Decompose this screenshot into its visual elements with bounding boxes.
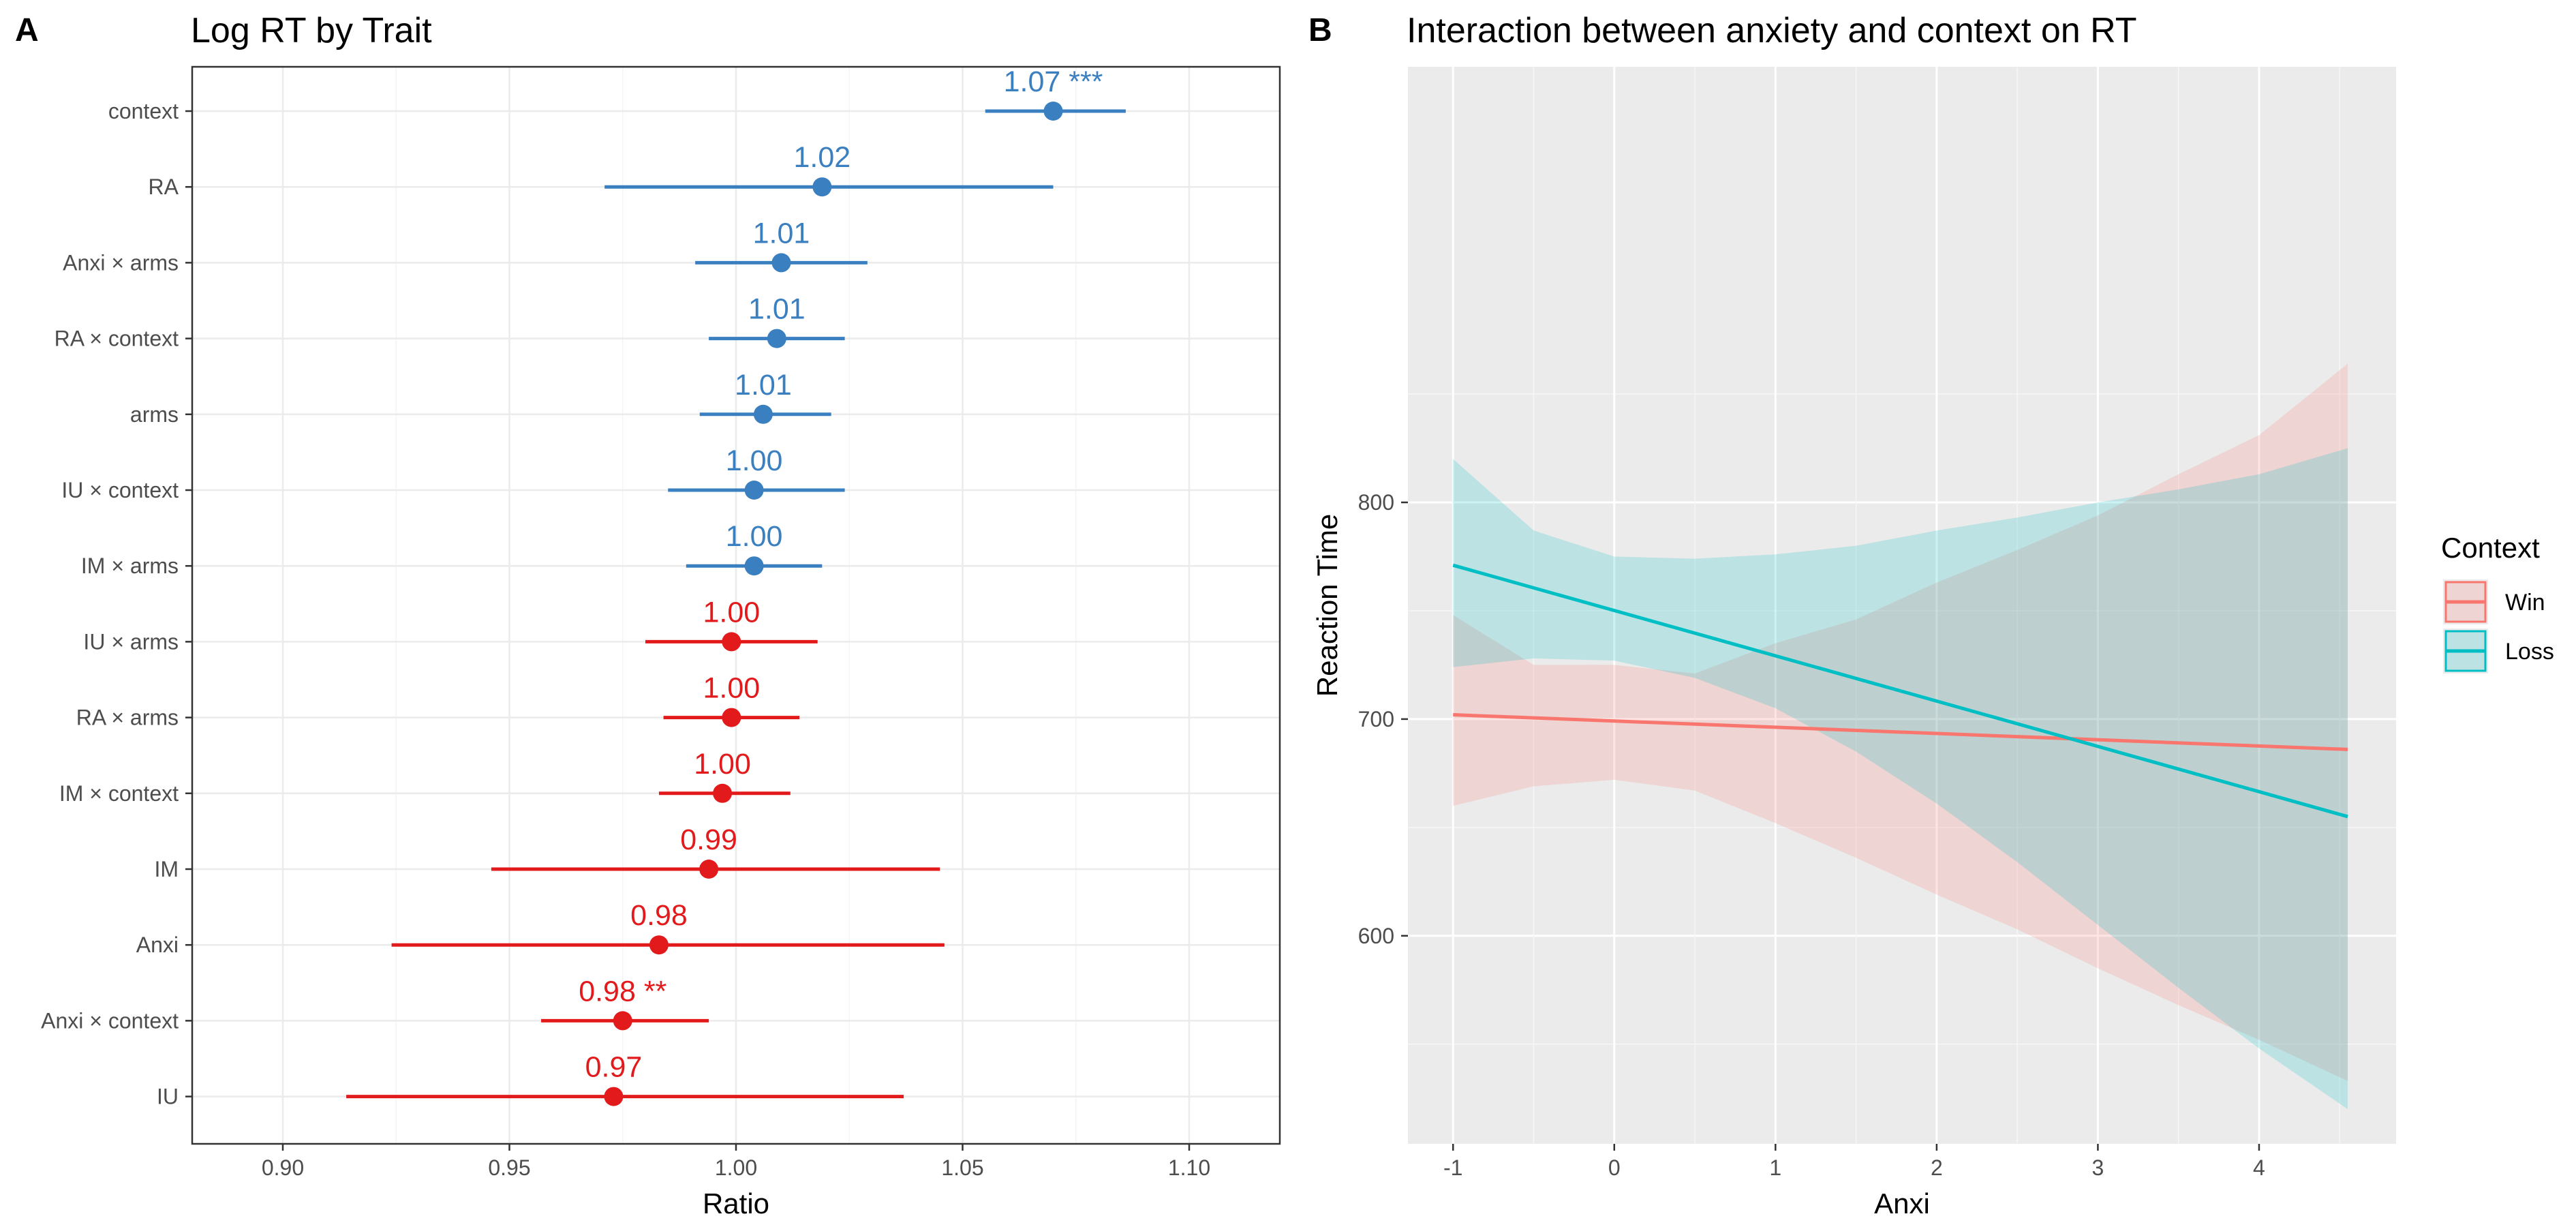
panel-b-y-ticks: 600 700 800 (1358, 490, 1408, 948)
panel-a-x-axis-title: Ratio (703, 1187, 769, 1220)
legend-title: Context (2441, 532, 2540, 564)
fit-line-loss (1452, 563, 2348, 819)
estimate-point (1043, 102, 1063, 121)
estimate-point (771, 253, 791, 273)
estimate-label: 1.00 (694, 748, 751, 781)
y-tick-label: 800 (1358, 490, 1394, 515)
estimate-label: 0.98 ** (579, 975, 666, 1008)
y-tick-label: Anxi × arms (63, 250, 179, 275)
panel-b-letter: B (1308, 12, 1332, 48)
panel-b-y-axis-title: Reaction Time (1311, 514, 1343, 697)
y-tick-label: IM × context (59, 781, 179, 806)
x-tick-label: -1 (1443, 1155, 1462, 1180)
estimate-label: 1.01 (735, 369, 792, 402)
estimate-point (767, 329, 786, 348)
y-tick-label: IU × arms (83, 629, 179, 654)
ribbon-loss (1453, 448, 2348, 1110)
panel-b-x-ticks: -1 0 1 2 3 4 (1443, 1144, 2265, 1180)
y-tick-label: Anxi (136, 933, 179, 957)
legend-label-win: Win (2505, 590, 2545, 616)
estimate-label: 1.00 (703, 596, 760, 628)
estimate-point (722, 632, 741, 652)
panel-a-rows: 1.07 *** 1.02 1.01 1.01 1.01 1.00 1.00 1.00 1.00… (346, 65, 1126, 1106)
x-tick-label: 0.95 (488, 1155, 530, 1180)
estimate-point (649, 935, 669, 955)
estimate-point (753, 404, 773, 424)
x-tick-label: 0.90 (262, 1155, 304, 1180)
y-tick-label: RA × context (55, 327, 179, 351)
x-tick-label: 1.05 (941, 1155, 983, 1180)
y-tick-label: IM × arms (81, 554, 179, 578)
estimate-label: 1.00 (726, 520, 783, 553)
estimate-label: 0.98 (630, 899, 688, 932)
estimate-label: 1.07 *** (1004, 65, 1103, 98)
estimate-point (744, 481, 764, 500)
estimate-label: 1.00 (726, 444, 783, 477)
estimate-point (604, 1087, 624, 1106)
panel-b-legend: Context Win Loss (2441, 532, 2554, 673)
estimate-point (744, 556, 764, 576)
panel-b-x-axis-title: Anxi (1874, 1187, 1930, 1220)
panel-a-plot: 1.07 *** 1.02 1.01 1.01 1.01 1.00 1.00 1.00 1.00… (191, 65, 1281, 1145)
y-tick-label: Anxi × context (41, 1008, 179, 1033)
estimate-label: 1.00 (703, 672, 760, 705)
panel-a-letter: A (15, 12, 39, 48)
panel-a-y-tick-labels: context RA Anxi × arms RA × context arms IU ×… (41, 99, 192, 1109)
estimate-label: 1.02 (793, 141, 850, 174)
estimate-label: 0.97 (585, 1051, 643, 1084)
x-tick-label: 4 (2253, 1155, 2265, 1180)
y-tick-label: IU × context (61, 478, 179, 502)
panel-b-title: Interaction between anxiety and context … (1407, 11, 2136, 50)
estimate-point (812, 177, 832, 197)
y-tick-label: 600 (1358, 924, 1394, 948)
y-tick-label: arms (130, 402, 179, 427)
legend-label-loss: Loss (2505, 639, 2554, 665)
panel-b-plot (1408, 67, 2396, 1144)
panel-b-background (1408, 67, 2396, 1144)
y-tick-label: context (108, 99, 179, 123)
y-tick-label: RA (149, 175, 179, 199)
y-tick-label: 700 (1358, 707, 1394, 731)
x-tick-label: 0 (1608, 1155, 1621, 1180)
x-tick-label: 2 (1931, 1155, 1943, 1180)
panel-a-title: Log RT by Trait (191, 11, 432, 50)
ribbon-win (1453, 363, 2348, 1081)
y-tick-label: IU (157, 1085, 179, 1109)
x-tick-label: 1 (1769, 1155, 1781, 1180)
estimate-label: 1.01 (748, 293, 806, 326)
estimate-label: 1.01 (753, 217, 810, 249)
estimate-point (722, 708, 741, 727)
x-tick-label: 3 (2091, 1155, 2104, 1180)
legend-keys: Win Loss (2443, 579, 2554, 673)
y-tick-label: IM (154, 857, 179, 881)
x-tick-label: 1.10 (1168, 1155, 1210, 1180)
panel-b-fit-lines (1452, 563, 2348, 819)
panel-b-confidence-ribbons (1453, 363, 2348, 1110)
estimate-point (613, 1011, 632, 1031)
x-tick-label: 1.00 (715, 1155, 757, 1180)
panel-a-x-ticks: 0.90 0.95 1.00 1.05 1.10 (262, 1144, 1210, 1180)
estimate-point (713, 783, 733, 803)
estimate-label: 0.99 (680, 823, 737, 856)
estimate-point (699, 860, 719, 879)
y-tick-label: RA × arms (76, 706, 179, 730)
fit-line-win (1453, 713, 2348, 751)
